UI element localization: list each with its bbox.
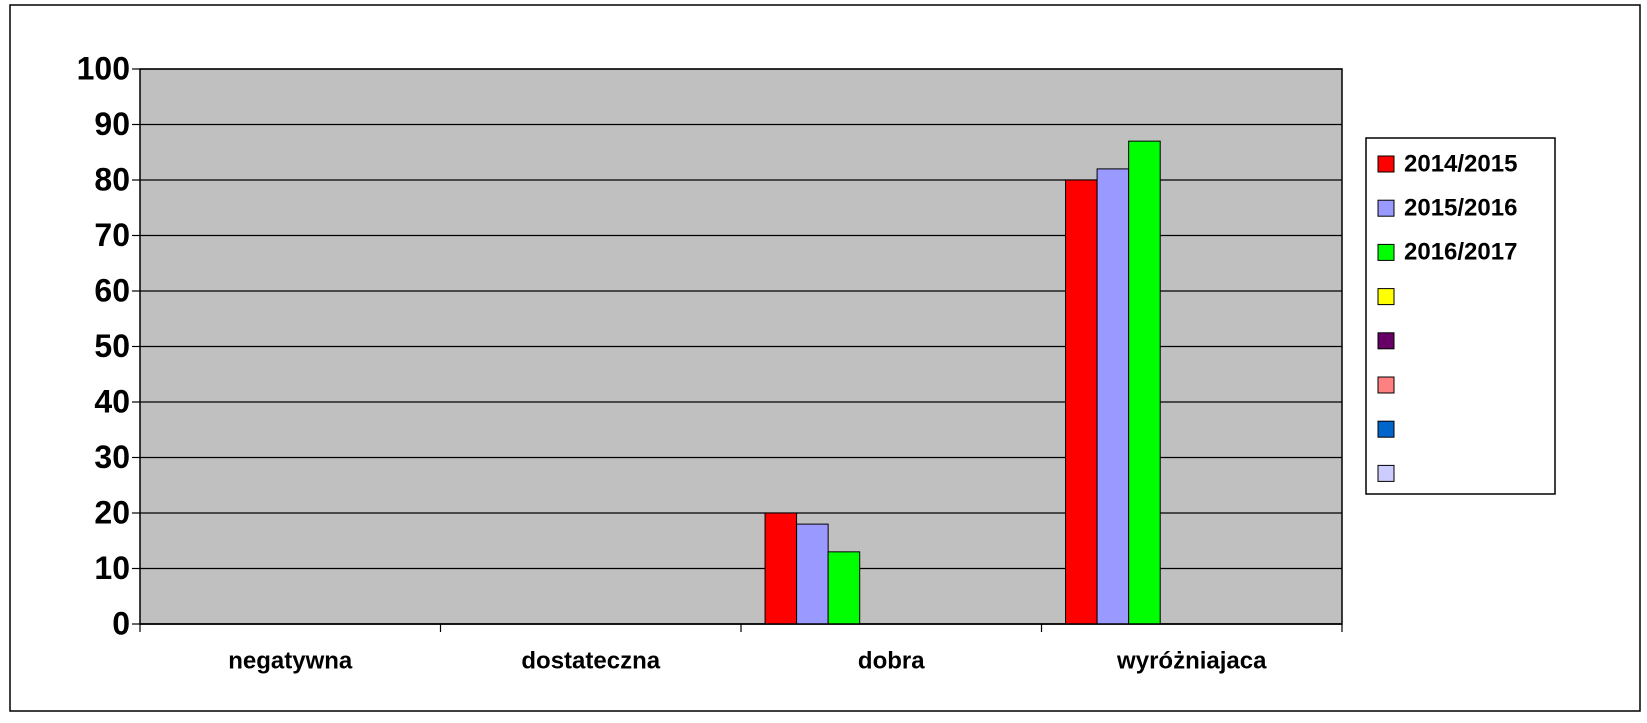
y-tick-label: 100 xyxy=(77,50,130,86)
legend-swatch xyxy=(1377,332,1395,350)
x-tick-label: wyróżniajaca xyxy=(1116,647,1267,674)
y-tick-label: 10 xyxy=(94,550,130,586)
y-tick-label: 40 xyxy=(94,383,130,419)
legend-swatch xyxy=(1377,420,1395,438)
bar xyxy=(1128,140,1161,625)
legend-swatch xyxy=(1377,243,1395,261)
y-tick-label: 90 xyxy=(94,106,130,142)
x-tick-label: dostateczna xyxy=(521,647,660,674)
legend-swatch xyxy=(1377,199,1395,217)
legend-swatch xyxy=(1377,155,1395,173)
legend-label: 2015/2016 xyxy=(1404,195,1517,222)
y-tick-label: 20 xyxy=(94,494,130,530)
y-tick-label: 60 xyxy=(94,272,130,308)
bar xyxy=(1065,179,1098,625)
legend-label: 2016/2017 xyxy=(1404,239,1517,266)
y-tick-label: 30 xyxy=(94,439,130,475)
x-tick-label: negatywna xyxy=(228,647,353,674)
legend-box xyxy=(1365,137,1556,495)
y-tick-label: 0 xyxy=(112,605,130,641)
legend-swatch xyxy=(1377,464,1395,482)
x-tick-label: dobra xyxy=(858,647,925,674)
y-tick-label: 80 xyxy=(94,161,130,197)
legend-label: 2014/2015 xyxy=(1404,150,1517,177)
bar xyxy=(764,512,798,625)
y-tick-label: 70 xyxy=(94,217,130,253)
bar xyxy=(827,551,861,625)
legend-swatch xyxy=(1377,376,1395,394)
legend-swatch xyxy=(1377,288,1395,306)
bar xyxy=(796,523,829,625)
bar xyxy=(1096,168,1130,625)
y-tick-label: 50 xyxy=(94,328,130,364)
